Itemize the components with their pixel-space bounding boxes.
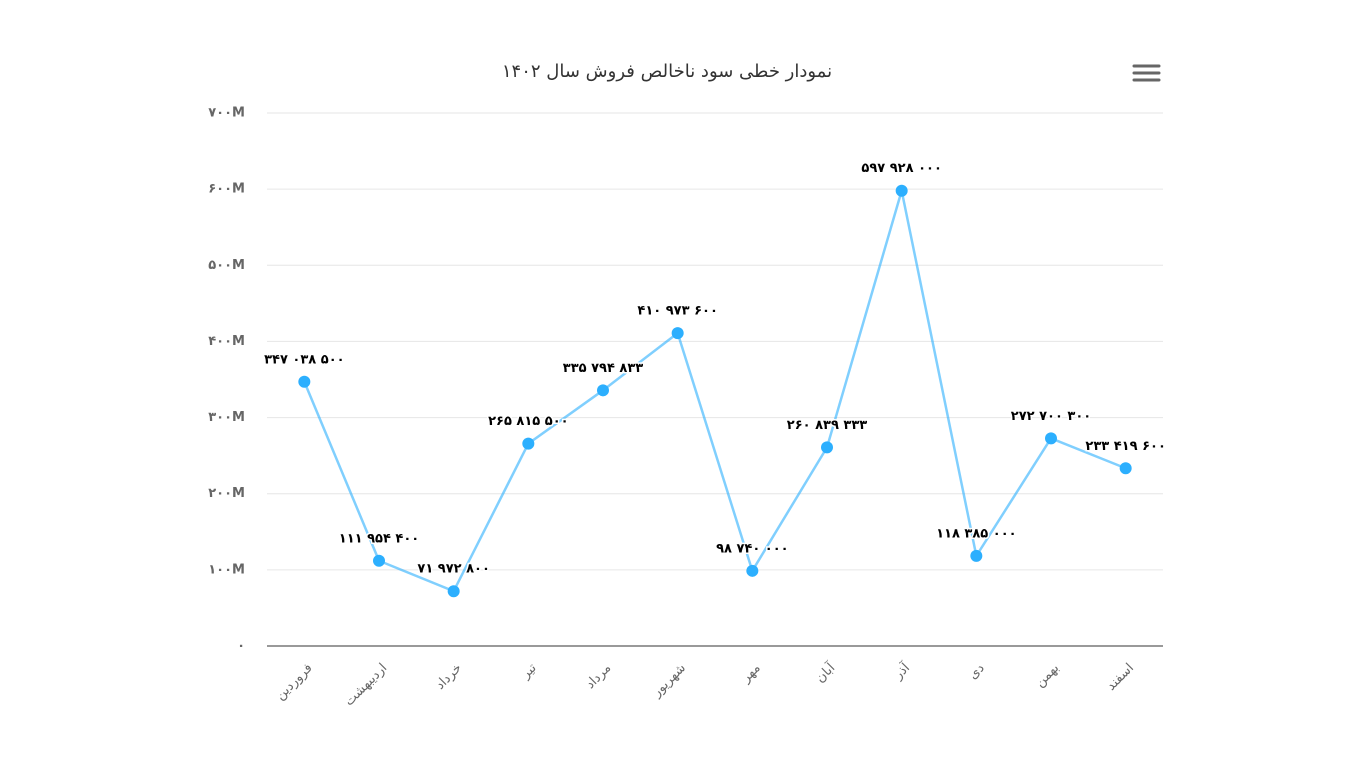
menu-button[interactable] — [1124, 58, 1161, 88]
point — [447, 585, 460, 598]
x-tick-label: اسفند — [1104, 661, 1137, 694]
data-label: ۲۶۵ ۸۱۵ ۵۰۰ — [488, 414, 568, 429]
y-tick-label: ۳۰۰M — [208, 410, 245, 425]
x-tick-label: فروردین — [273, 661, 316, 704]
chart-title: نمودار خطی سود ناخالص فروش سال ۱۴۰۲ — [502, 61, 832, 82]
x-tick-label: دی — [966, 661, 988, 683]
x-tick-label: تیر — [518, 660, 540, 682]
y-tick-label: ۷۰۰M — [208, 106, 245, 121]
data-label: ۱۱۸ ۳۸۵ ۰۰۰ — [936, 526, 1016, 541]
data-label: ۲۳۳ ۴۱۹ ۶۰۰ — [1085, 439, 1165, 454]
data-label: ۲۶۰ ۸۳۹ ۳۳۳ — [787, 418, 868, 433]
data-label: ۷۱ ۹۷۲ ۸۰۰ — [417, 562, 490, 577]
point — [298, 375, 311, 388]
point — [671, 327, 684, 340]
point — [746, 564, 759, 577]
x-tick-label: خرداد — [433, 661, 465, 693]
line — [303, 190, 1127, 593]
y-tick-label: ۵۰۰M — [208, 258, 245, 273]
data-label: ۲۷۲ ۷۰۰ ۳۰۰ — [1011, 409, 1091, 424]
data-label: ۵۹۷ ۹۲۸ ۰۰۰ — [861, 161, 941, 176]
x-tick-label: مهر — [738, 661, 764, 687]
data-label: ۹۸ ۷۴۰ ۰۰۰ — [716, 541, 789, 556]
point — [522, 437, 535, 450]
y-tick-label: ۲۰۰M — [208, 486, 245, 501]
x-tick-label: اردیبهشت — [342, 661, 390, 709]
data-label: ۳۴۷ ۰۳۸ ۵۰۰ — [264, 352, 344, 367]
x-tick-label: آبان — [812, 658, 840, 686]
x-tick-label: مرداد — [583, 661, 614, 692]
y-tick-label: ۱۰۰M — [208, 562, 245, 577]
x-tick-label: شهریور — [649, 661, 689, 701]
point — [1119, 462, 1132, 475]
point — [373, 554, 385, 567]
point — [597, 384, 609, 397]
x-tick-label: بهمن — [1033, 661, 1063, 691]
y-tick-label: ۰ — [237, 639, 245, 654]
point — [895, 184, 908, 197]
point — [1045, 432, 1057, 445]
point — [821, 441, 833, 454]
data-label: ۴۱۰ ۹۷۳ ۶۰۰ — [637, 304, 717, 319]
point — [970, 549, 983, 562]
data-label: ۳۳۵ ۷۹۴ ۸۳۳ — [563, 361, 644, 376]
x-tick-label: آذر — [889, 658, 914, 683]
y-tick-label: ۴۰۰M — [208, 334, 245, 349]
data-label: ۱۱۱ ۹۵۴ ۴۰۰ — [339, 531, 419, 546]
y-tick-label: ۶۰۰M — [208, 182, 245, 197]
